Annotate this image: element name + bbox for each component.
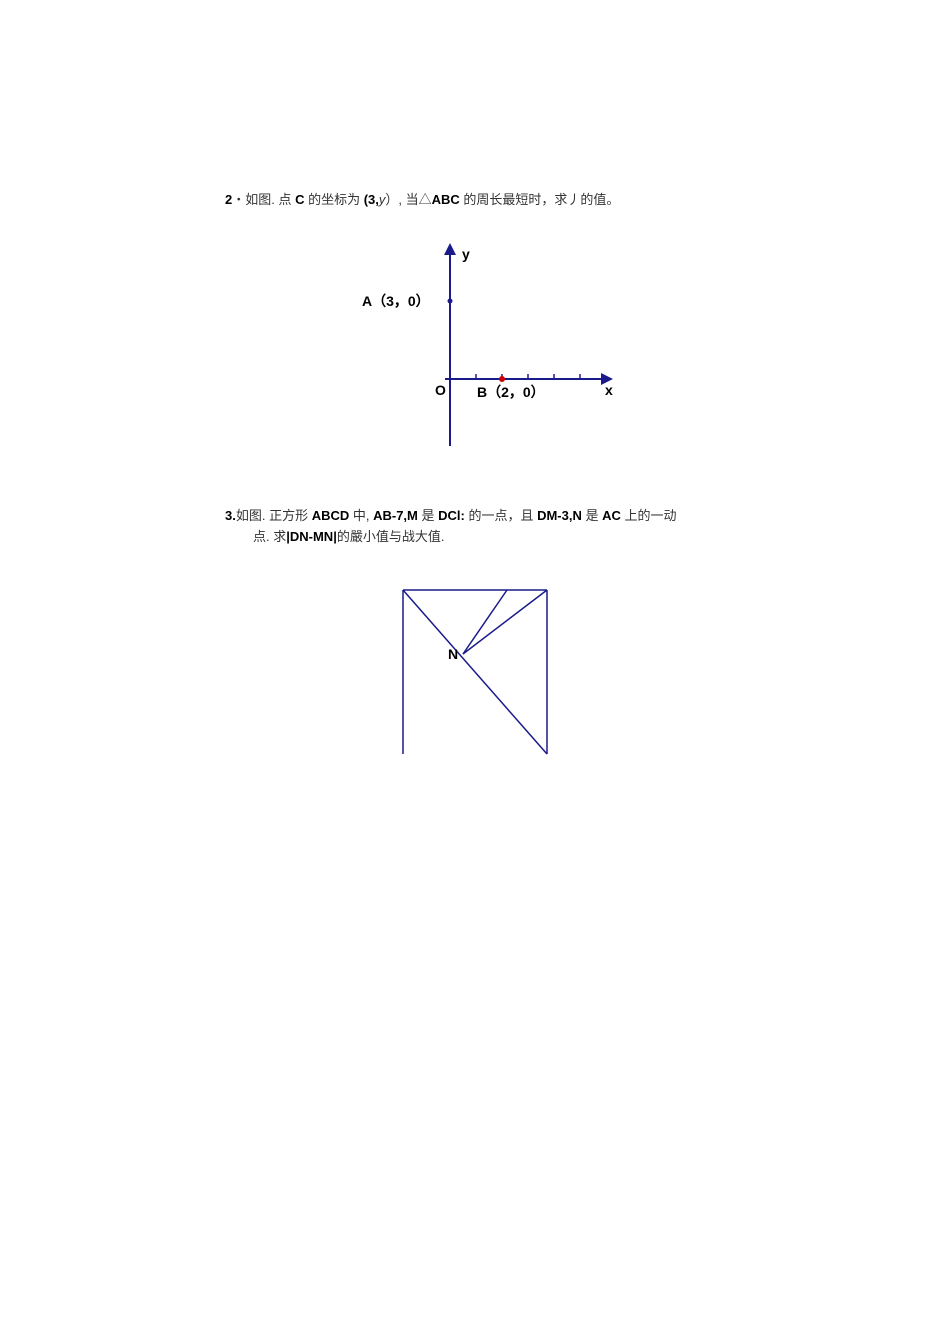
- svg-text:N: N: [448, 646, 458, 662]
- problem-2-text: 2・如图. 点 C 的坐标为 (3,y）, 当△ABC 的周长最短时，求丿的值。: [225, 190, 725, 211]
- problem-3-text: 3.如图. 正方形 ABCD 中, AB-7,M 是 DCl: 的一点，且 DM…: [225, 506, 725, 548]
- svg-text:O: O: [435, 382, 446, 398]
- problem-3: 3.如图. 正方形 ABCD 中, AB-7,M 是 DCl: 的一点，且 DM…: [225, 506, 725, 763]
- svg-text:x: x: [605, 382, 613, 398]
- svg-text:B（2，0）: B（2，0）: [477, 384, 545, 400]
- svg-text:A（3，0）: A（3，0）: [362, 293, 430, 309]
- problem-3-number: 3.: [225, 508, 236, 523]
- problem-2-figure: y x O A（3，0） B（2，0）: [225, 241, 725, 456]
- svg-text:y: y: [462, 246, 470, 262]
- problem-2: 2・如图. 点 C 的坐标为 (3,y）, 当△ABC 的周长最短时，求丿的值。…: [225, 190, 725, 456]
- coordinate-axes-figure: y x O A（3，0） B（2，0）: [335, 241, 615, 451]
- problem-3-figure: N: [225, 587, 725, 762]
- square-figure: N: [400, 587, 550, 757]
